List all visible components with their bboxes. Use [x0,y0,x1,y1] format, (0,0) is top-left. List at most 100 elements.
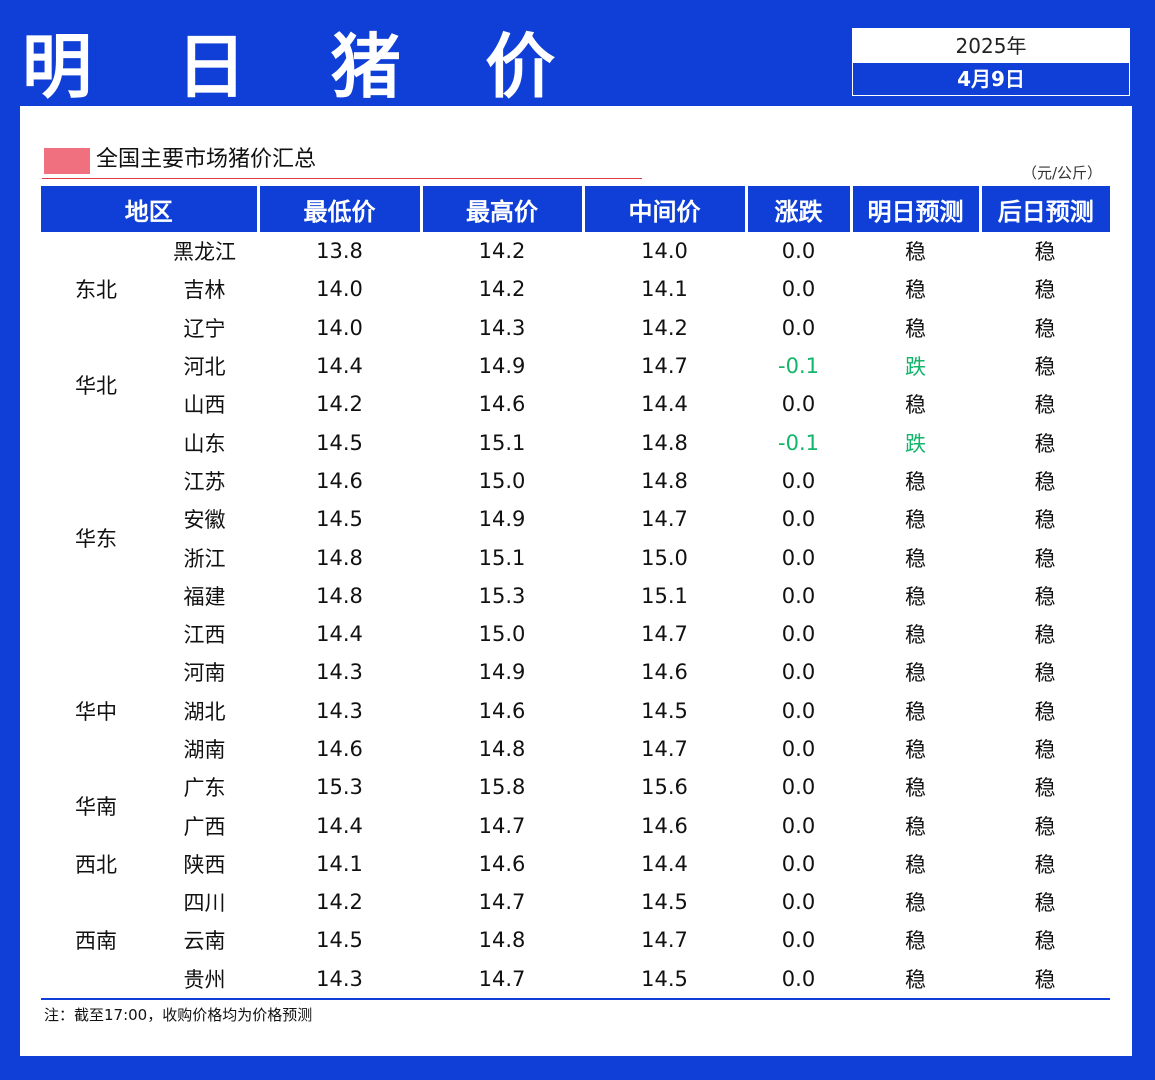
mid-price-cell: 14.7 [641,928,688,953]
min-price-cell: 14.6 [316,737,363,761]
mid-price-cell: 14.6 [641,660,688,685]
mid-price-cell: 14.5 [641,890,688,915]
mid-price-cell: 14.5 [641,966,688,991]
after-forecast-cell: 稳 [1034,623,1056,648]
change-cell: -0.1 [778,430,819,455]
date-year: 2025年 [853,29,1129,63]
province-cell: 湖南 [183,738,226,762]
tomorrow-forecast-cell: 稳 [905,699,926,724]
province-cell: 陕西 [183,852,226,877]
tomorrow-forecast-cell: 稳 [905,661,926,686]
region-cell: 华中 [75,699,117,724]
province-cell: 四川 [183,891,226,916]
change-cell: 0.0 [781,660,816,685]
table-body: 东北 黑龙江 13.8 14.2 14.0 0.0 稳稳吉林 14.0 14.2 14.1 0.0 稳… [41,232,1110,998]
province-cell: 江西 [183,623,226,648]
after-forecast-cell: 稳 [1034,776,1056,801]
max-price-cell: 14.7 [478,813,526,838]
region-cell: 东北 [75,278,117,303]
max-price-cell: 14.9 [478,660,526,685]
after-forecast-cell: 稳 [1034,584,1056,609]
min-price-cell: 14.1 [316,851,363,876]
region-cell: 华北 [75,374,117,399]
content-panel: 全国主要市场猪价汇总 （元/公斤） 地区 最低价 最高价 中间价 涨跌 明日预测… [20,106,1132,1056]
max-price-cell: 14.3 [478,315,526,340]
max-price-cell: 14.8 [478,928,526,953]
change-cell: 0.0 [781,813,816,838]
table-row: 西南 四川 14.2 14.7 14.5 0.0 稳稳 [41,883,1110,953]
min-price-cell: 14.8 [316,545,363,570]
mid-price-cell: 14.0 [641,239,688,264]
province-cell: 安徽 [183,508,226,533]
tomorrow-forecast-cell: 稳 [905,469,926,494]
tomorrow-forecast-cell: 稳 [905,240,926,265]
date-day: 4月9日 [853,63,1129,95]
mid-price-cell: 14.6 [641,813,688,838]
mid-price-cell: 14.7 [641,737,688,761]
region-cell: 西南 [75,929,117,954]
after-forecast-cell: 稳 [1034,546,1056,571]
after-forecast-cell: 稳 [1034,699,1056,724]
max-price-cell: 14.6 [478,392,526,417]
after-forecast-cell: 稳 [1034,967,1056,992]
tomorrow-forecast-cell: 稳 [905,508,926,533]
after-forecast-cell: 稳 [1034,929,1056,954]
change-cell: 0.0 [781,698,816,723]
change-cell: 0.0 [781,851,816,876]
region-cell: 华东 [75,527,117,552]
min-price-cell: 15.3 [316,775,363,800]
table-row: 贵州 14.3 14.7 14.5 0.0 稳 稳 [41,960,1110,998]
province-cell: 山西 [183,393,226,418]
col-header-max: 最高价 [421,186,585,232]
col-header-min: 最低价 [258,186,423,232]
mid-price-cell: 15.0 [641,545,688,570]
after-forecast-cell: 稳 [1034,355,1056,380]
section-title: 全国主要市场猪价汇总 [96,147,317,172]
mid-price-cell: 14.5 [641,698,688,723]
tomorrow-forecast-cell: 稳 [905,584,926,609]
max-price-cell: 14.8 [478,737,526,761]
mid-price-cell: 14.2 [641,315,688,340]
after-forecast-cell: 稳 [1034,814,1056,839]
mid-price-cell: 14.4 [641,851,688,876]
province-cell: 广东 [183,776,226,801]
change-cell: 0.0 [781,392,816,417]
province-cell: 山东 [183,431,226,456]
table-row: 华中 河南 14.3 14.9 14.6 0.0 稳稳 [41,653,1110,723]
date-box: 2025年 4月9日 [852,28,1130,96]
change-cell: 0.0 [781,928,816,953]
table-row: 浙江 14.8 15.1 15.0 0.0 稳 稳 [41,538,1110,576]
table-row: 吉林 14.0 14.2 14.1 0.0 稳 稳 [41,270,1110,308]
max-price-cell: 15.1 [478,545,526,570]
max-price-cell: 14.9 [478,354,526,379]
min-price-cell: 14.3 [316,660,363,685]
after-forecast-cell: 稳 [1034,661,1056,686]
change-cell: 0.0 [781,775,816,800]
after-forecast-cell: 稳 [1034,891,1056,916]
max-price-cell: 15.3 [478,583,526,608]
tomorrow-forecast-cell: 稳 [905,623,926,648]
tomorrow-forecast-cell: 稳 [905,546,926,571]
change-cell: 0.0 [781,737,816,761]
section-marker-icon [44,148,90,174]
change-cell: 0.0 [781,583,816,608]
price-table: 地区 最低价 最高价 中间价 涨跌 明日预测 后日预测 东北 黑龙江 13.8 14.… [41,186,1110,998]
max-price-cell: 14.2 [478,239,526,264]
change-cell: -0.1 [778,354,819,379]
mid-price-cell: 14.8 [641,468,688,493]
table-header-row: 地区 最低价 最高价 中间价 涨跌 明日预测 后日预测 [41,186,1110,232]
region-cell: 华南 [75,795,117,820]
table-row: 西北 陕西 14.1 14.6 14.4 0.0 稳 稳 [41,845,1110,883]
table-row: 云南 14.5 14.8 14.7 0.0 稳 稳 [41,921,1110,959]
mid-price-cell: 14.7 [641,507,688,532]
max-price-cell: 14.9 [478,507,526,532]
min-price-cell: 14.5 [316,507,363,532]
after-forecast-cell: 稳 [1034,393,1056,418]
change-cell: 0.0 [781,315,816,340]
min-price-cell: 14.8 [316,583,363,608]
tomorrow-forecast-cell: 稳 [905,393,926,418]
tomorrow-forecast-cell: 稳 [905,967,926,992]
tomorrow-forecast-cell: 稳 [905,316,926,341]
min-price-cell: 14.6 [316,468,363,493]
min-price-cell: 14.3 [316,966,363,991]
